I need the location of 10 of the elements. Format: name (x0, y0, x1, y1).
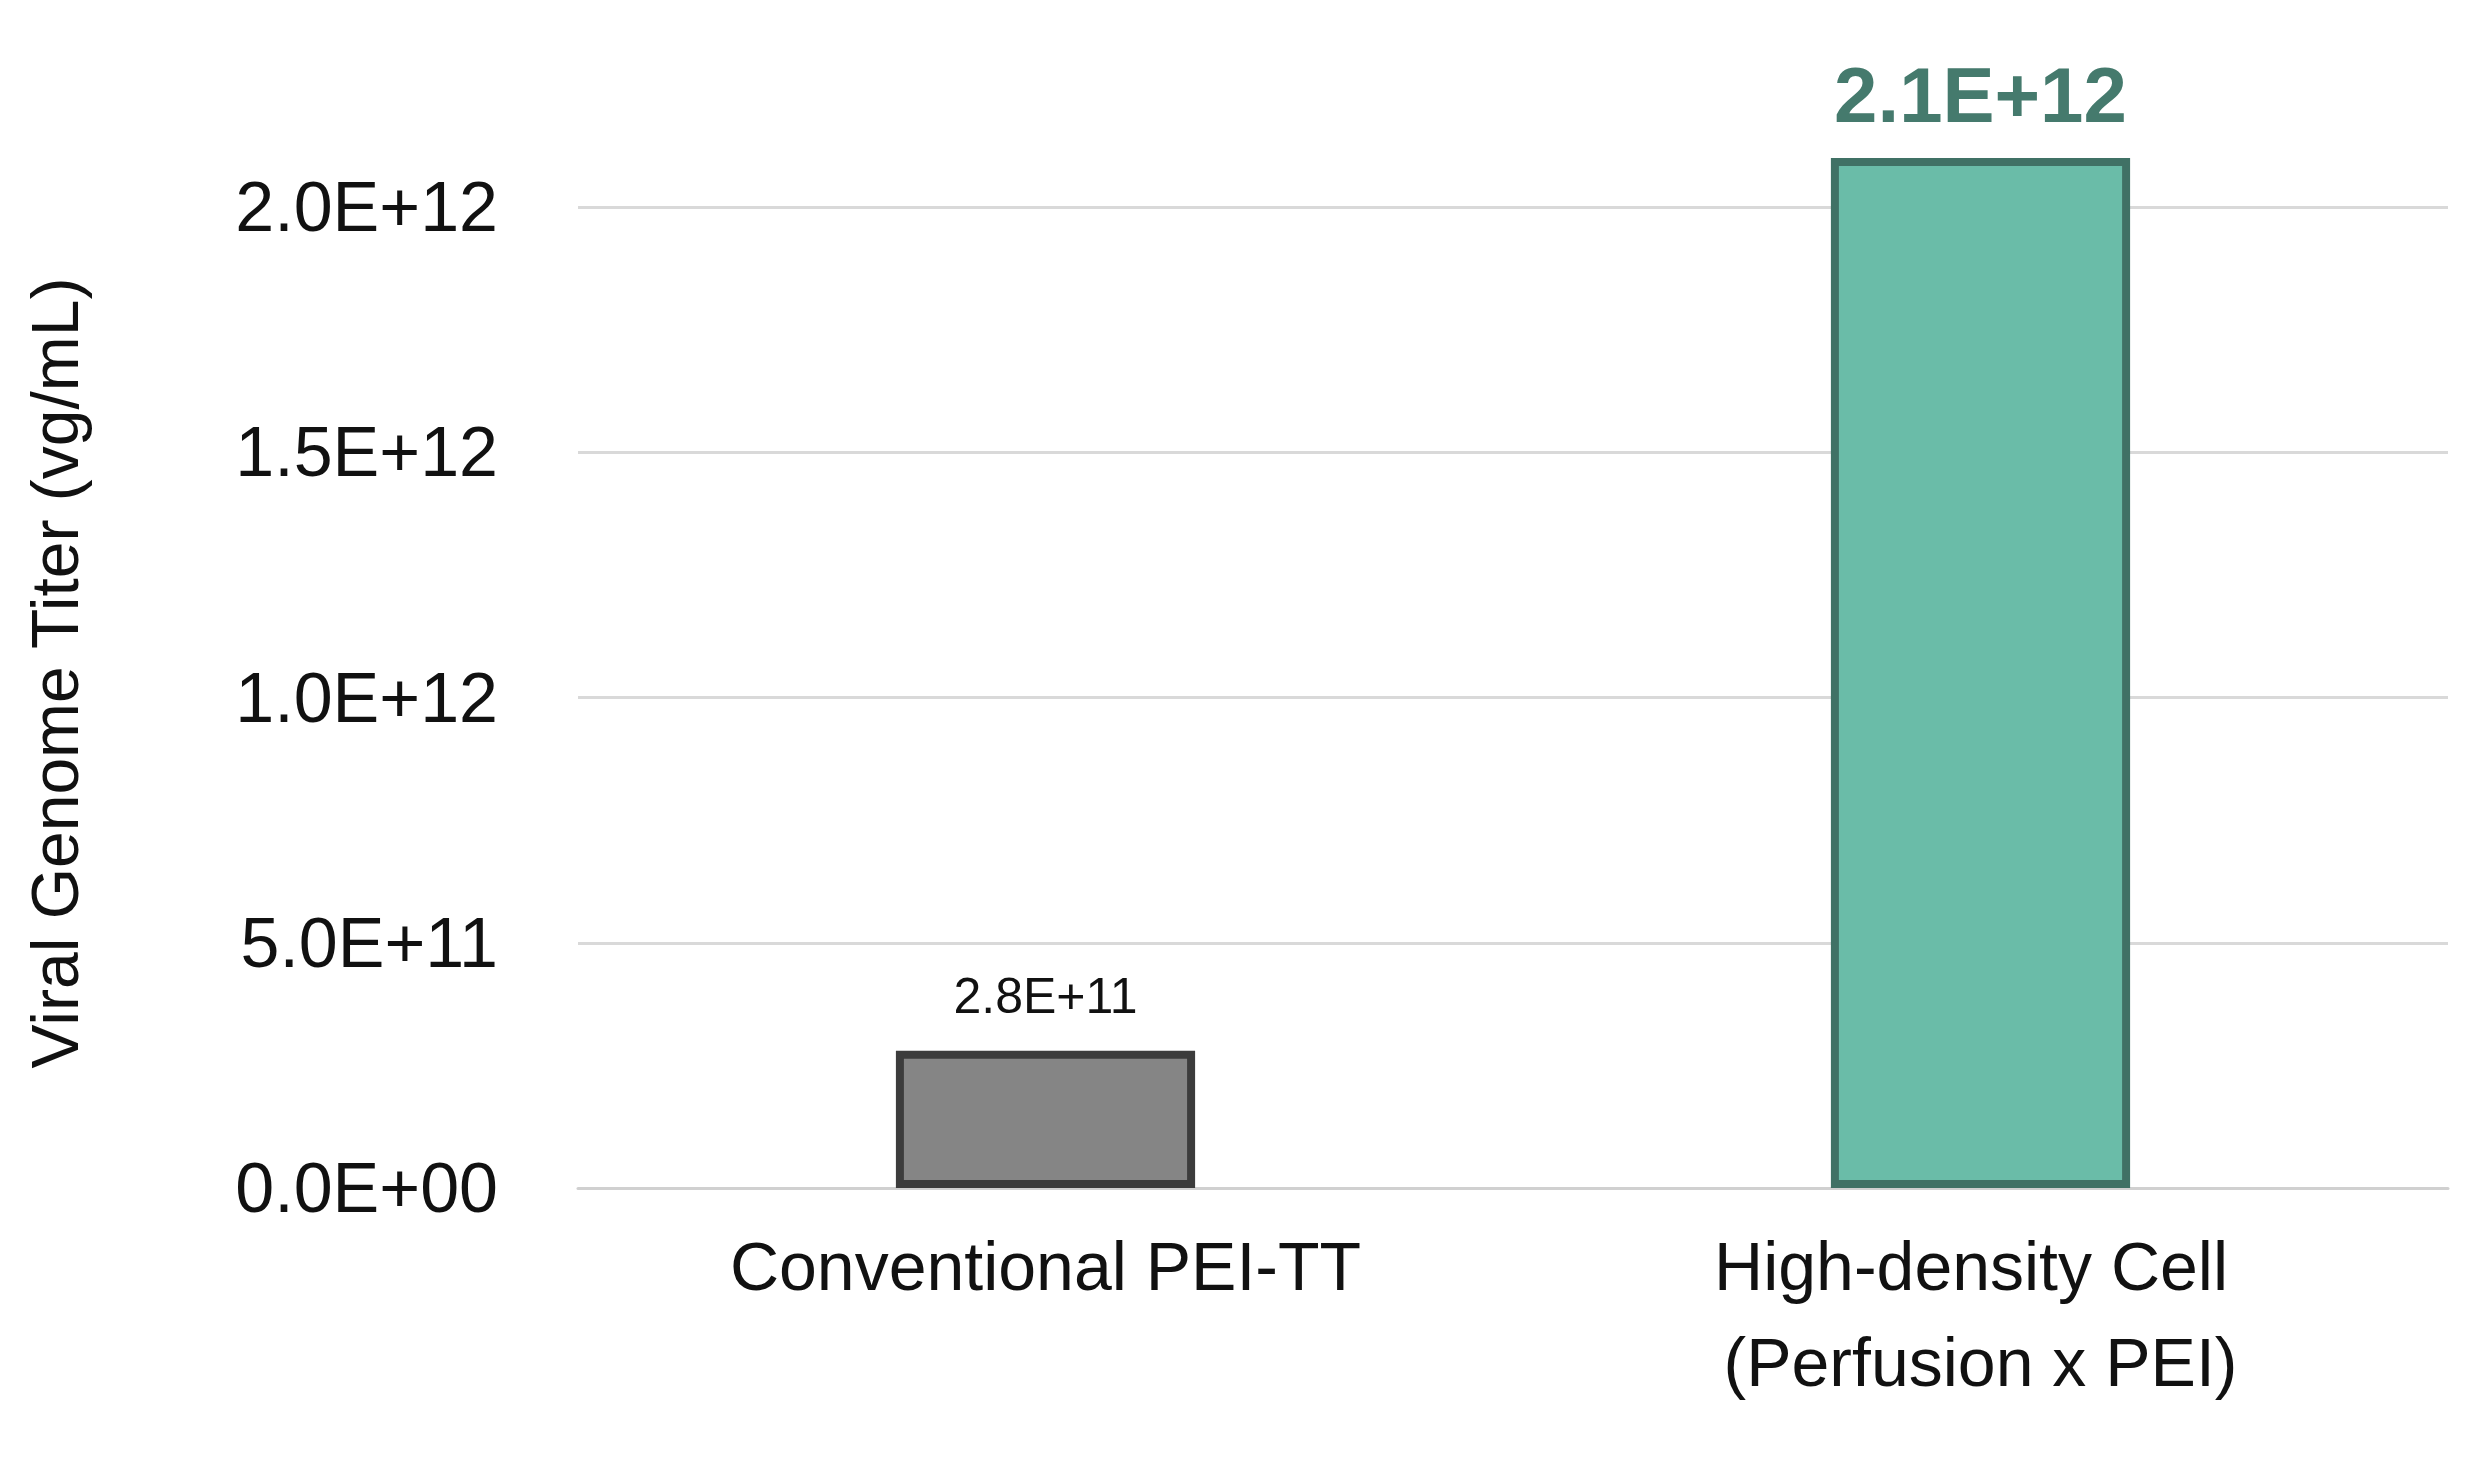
y-tick-label: 1.0E+12 (235, 658, 498, 737)
y-axis-title: Viral Genome Titer (vg/mL) (18, 277, 92, 1069)
y-tick-label: 2.0E+12 (235, 168, 498, 247)
y-tick-label: 5.0E+11 (240, 903, 498, 982)
y-tick-label: 1.5E+12 (235, 413, 498, 492)
data-label: 2.1E+12 (1834, 51, 2127, 139)
x-tick-label: High-density Cell (Perfusion x PEI) (1714, 1228, 2247, 1400)
x-tick-label: Conventional PEI-TT (729, 1228, 1362, 1304)
y-tick-label: 0.0E+00 (235, 1149, 498, 1227)
data-label: 2.8E+11 (953, 967, 1138, 1024)
